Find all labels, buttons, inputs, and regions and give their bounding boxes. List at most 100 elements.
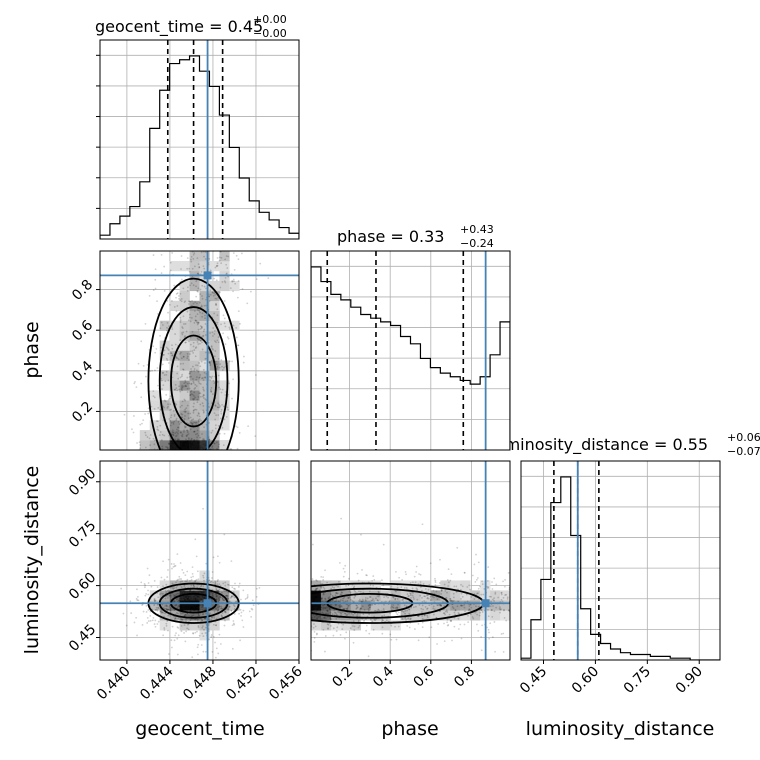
sample-point (209, 289, 212, 292)
sample-point (196, 595, 199, 598)
sample-point (159, 424, 162, 427)
sample-point (470, 606, 473, 609)
sample-point (189, 595, 192, 597)
sample-point (196, 598, 199, 601)
sample-point (171, 586, 174, 589)
sample-point (208, 351, 211, 354)
sample-point (315, 610, 318, 613)
sample-point (173, 618, 176, 620)
sample-point (165, 373, 168, 376)
sample-point (502, 651, 505, 653)
sample-point (436, 604, 439, 606)
sample-point (349, 592, 352, 594)
sample-point (192, 345, 195, 348)
sample-point (201, 600, 204, 603)
sample-point (231, 586, 234, 589)
sample-point (140, 581, 143, 584)
sample-point (331, 586, 334, 588)
sample-point (339, 605, 342, 608)
sample-point (197, 603, 200, 606)
sample-point (346, 603, 349, 606)
density-cell (350, 610, 362, 621)
sample-point (187, 417, 190, 420)
sample-point (153, 623, 156, 625)
sample-point (160, 609, 163, 612)
sample-point (346, 608, 349, 611)
sample-point (208, 622, 211, 625)
density-cell (370, 610, 381, 621)
sample-point (203, 285, 206, 288)
sample-point (241, 619, 244, 622)
sample-point (405, 586, 408, 589)
sample-point (195, 385, 198, 387)
sample-point (460, 592, 463, 595)
sample-point (165, 604, 168, 607)
sample-point (191, 393, 194, 396)
sample-point (461, 595, 464, 598)
sample-point (197, 625, 200, 627)
sample-point (220, 614, 223, 617)
sample-point (144, 446, 147, 449)
sample-point (202, 405, 205, 407)
density-cell (320, 620, 332, 631)
sample-point (198, 418, 201, 420)
sample-point (199, 600, 202, 603)
sample-point (409, 592, 412, 595)
sample-point (197, 420, 200, 423)
sample-point (227, 408, 229, 411)
sample-point (171, 646, 173, 649)
sample-point (187, 300, 190, 303)
sample-point (227, 591, 230, 594)
sample-point (160, 272, 163, 275)
sample-point (311, 609, 314, 612)
sample-point (209, 389, 212, 391)
sample-point (168, 608, 171, 611)
density-cell (189, 360, 200, 371)
sample-point (467, 614, 469, 617)
sample-point (344, 637, 346, 640)
sample-point (193, 605, 196, 608)
sample-point (142, 610, 145, 613)
sample-point (208, 617, 210, 620)
sample-point (174, 435, 177, 438)
sample-point (408, 595, 410, 597)
sample-point (367, 604, 370, 607)
sample-point (215, 441, 218, 444)
density-cell (199, 430, 210, 441)
sample-point (176, 372, 179, 375)
sample-point (432, 613, 435, 616)
sample-point (468, 608, 471, 611)
sample-point (321, 603, 323, 606)
sample-point (211, 616, 213, 619)
sample-point (181, 416, 183, 419)
sample-point (231, 280, 234, 283)
sample-point (348, 604, 350, 607)
panel-frame (99, 250, 300, 451)
sample-point (185, 630, 188, 633)
sample-point (163, 349, 166, 352)
xtick-label-luminosity-distance: 0.90 (673, 664, 706, 697)
sample-point (159, 593, 161, 596)
sample-point (353, 625, 356, 628)
sample-point (339, 634, 342, 636)
density-cell (330, 580, 342, 591)
sample-point (324, 607, 327, 610)
sample-point (325, 667, 327, 669)
sample-point (174, 432, 177, 435)
sample-point (170, 421, 173, 424)
sample-point (473, 598, 476, 600)
sample-point (169, 594, 172, 597)
sample-point (216, 366, 219, 368)
sample-point (165, 591, 168, 593)
sample-point (225, 594, 228, 597)
sample-point (169, 419, 172, 422)
sample-point (193, 321, 196, 324)
density-cell (380, 610, 391, 621)
contour-line (147, 277, 240, 450)
sample-point (219, 417, 222, 420)
sample-point (193, 430, 195, 433)
sample-point (186, 598, 189, 601)
sample-point (387, 596, 389, 599)
sample-point (491, 588, 494, 590)
sample-point (214, 656, 217, 659)
